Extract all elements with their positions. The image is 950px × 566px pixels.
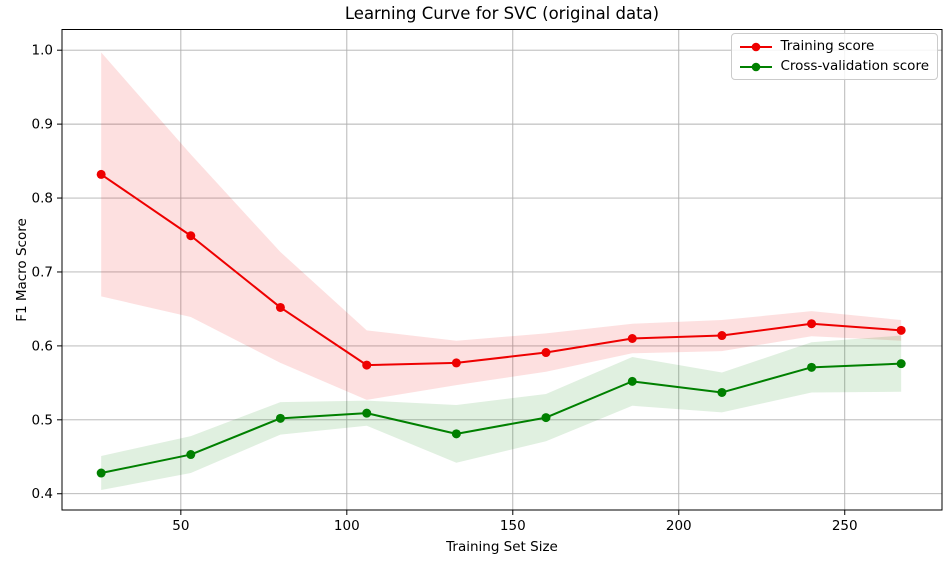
- legend-label-cross-validation-score: Cross-validation score: [780, 58, 929, 74]
- y-tick-label-1.0: 1.0: [32, 43, 53, 59]
- cross-validation-score-marker-53: [186, 450, 196, 460]
- training-score-swatch: [740, 42, 773, 51]
- x-tick-label-50: 50: [172, 518, 189, 534]
- x-tick-label-250: 250: [832, 518, 858, 534]
- cross-validation-score-marker-106: [362, 408, 372, 418]
- training-score-marker-213: [717, 331, 727, 341]
- y-tick-label-0.8: 0.8: [32, 191, 53, 207]
- y-tick-label-0.9: 0.9: [32, 117, 53, 133]
- training-score-band: [101, 52, 902, 400]
- y-tick-label-0.7: 0.7: [32, 264, 53, 280]
- x-axis-label: Training Set Size: [446, 539, 558, 555]
- x-tick-label-200: 200: [666, 518, 692, 534]
- axes-frame: [61, 29, 943, 511]
- cross-validation-score-marker-160: [541, 413, 551, 423]
- cross-validation-score-band: [101, 335, 902, 491]
- cross-validation-score-marker-186: [627, 376, 637, 386]
- cross-validation-score-swatch: [740, 62, 773, 71]
- training-score-marker-26: [96, 169, 106, 179]
- cross-validation-score-line: [100, 362, 903, 475]
- cross-validation-score-marker-213: [717, 387, 727, 397]
- chart-title: Learning Curve for SVC (original data): [344, 4, 660, 23]
- x-tick-label-100: 100: [334, 518, 360, 534]
- training-score-marker-160: [541, 348, 551, 358]
- y-tick-label-0.4: 0.4: [32, 486, 53, 502]
- legend-item-training-score: Training score: [739, 39, 929, 54]
- cross-validation-score-marker-133: [451, 429, 461, 439]
- legend: Training score Cross-validation score: [731, 33, 938, 80]
- legend-item-cross-validation-score: Cross-validation score: [739, 59, 929, 74]
- training-score-marker-53: [186, 231, 196, 241]
- training-score-marker-240: [807, 319, 817, 329]
- training-score-line: [100, 173, 903, 367]
- training-score-marker-106: [362, 360, 372, 370]
- training-score-marker-133: [451, 358, 461, 368]
- training-score-marker-267: [896, 325, 906, 335]
- y-tick-label-0.6: 0.6: [32, 338, 53, 354]
- x-tick-label-150: 150: [500, 518, 526, 534]
- cross-validation-score-marker-240: [807, 362, 817, 372]
- cross-validation-score-marker-80: [275, 413, 285, 423]
- cross-validation-score-marker-267: [896, 359, 906, 369]
- legend-label-training-score: Training score: [780, 38, 875, 54]
- training-score-marker-186: [627, 333, 637, 343]
- y-tick-label-0.5: 0.5: [32, 412, 53, 428]
- y-axis-label: F1 Macro Score: [14, 218, 30, 322]
- cross-validation-score-marker-26: [96, 468, 106, 478]
- training-score-marker-80: [275, 302, 285, 312]
